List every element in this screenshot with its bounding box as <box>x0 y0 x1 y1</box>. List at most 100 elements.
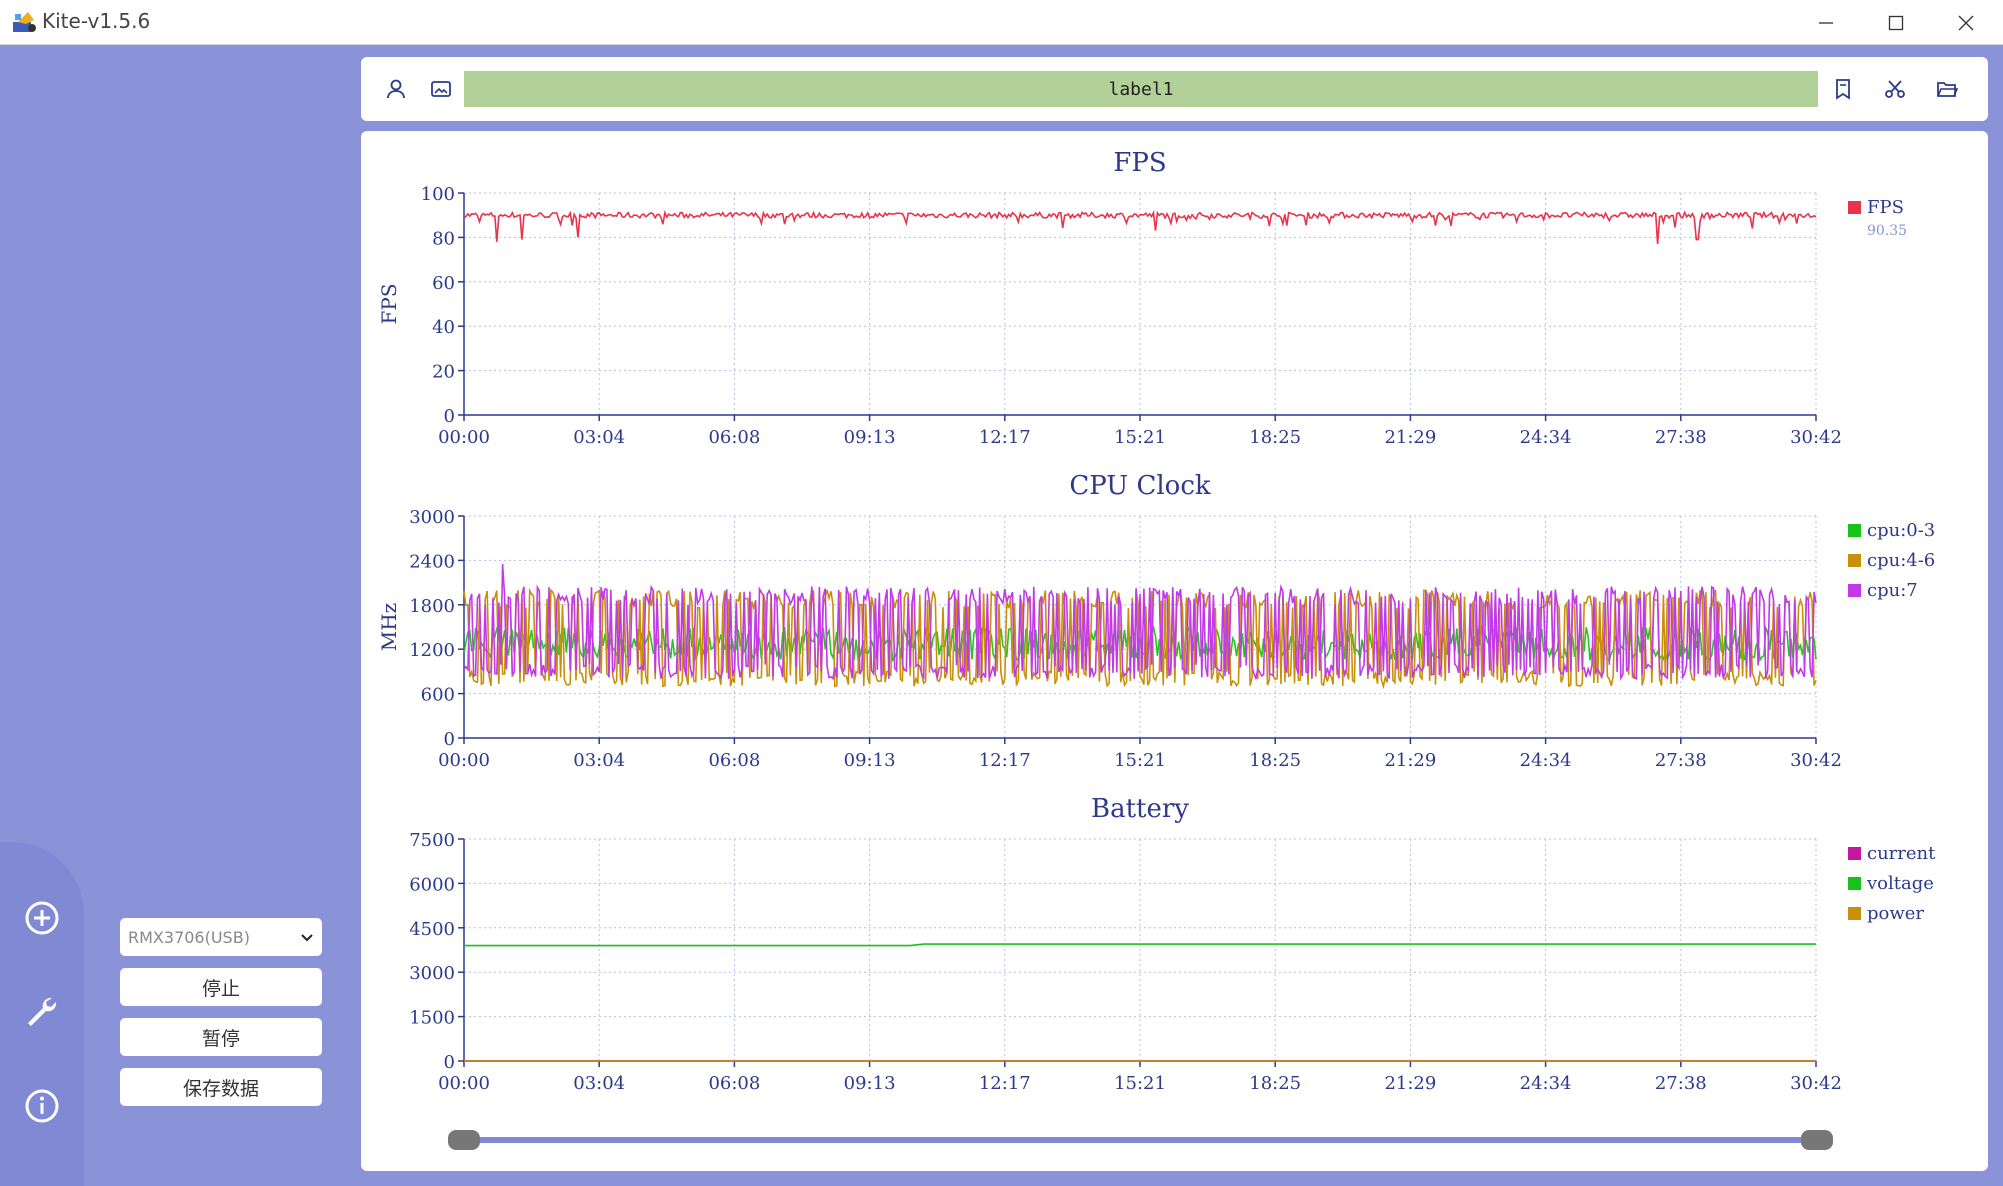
chart-panel: FPS FPS 0 20 40 60 80 100 00:00 03:04 06:08 09:13 12… <box>361 131 1988 1171</box>
legend-label: current <box>1867 843 1936 864</box>
y-tick-label: 20 <box>432 362 455 383</box>
x-tick-label: 15:21 <box>1114 750 1166 771</box>
chevron-down-icon <box>301 934 313 942</box>
label-field[interactable]: label1 <box>464 71 1818 107</box>
minimize-icon <box>1819 22 1833 24</box>
x-tick-label: 12:17 <box>979 750 1031 771</box>
x-tick-label: 15:21 <box>1114 427 1166 448</box>
title-bar: Kite-v1.5.6 <box>0 0 2003 45</box>
device-select[interactable]: RMX3706(USB) <box>120 918 322 956</box>
legend-swatch <box>1848 847 1861 860</box>
x-tick-label: 24:34 <box>1520 1073 1572 1094</box>
nav-rail <box>0 842 84 1186</box>
info-icon <box>25 1089 59 1123</box>
x-tick-label: 03:04 <box>573 1073 625 1094</box>
x-tick-label: 09:13 <box>844 427 896 448</box>
x-tick-label: 27:38 <box>1655 427 1707 448</box>
legend-label: FPS <box>1867 197 1904 218</box>
x-tick-label: 21:29 <box>1384 427 1436 448</box>
battery-chart: Battery 0 1500 3000 4500 6000 7500 00:00 03:04 06… <box>409 794 1936 1094</box>
y-tick-label: 60 <box>432 273 455 294</box>
slider-end-handle[interactable] <box>1801 1130 1833 1150</box>
add-button[interactable] <box>20 896 64 940</box>
scissors-icon <box>1885 80 1905 98</box>
y-tick-label: 1500 <box>409 1008 455 1029</box>
window-title: Kite-v1.5.6 <box>42 9 151 33</box>
chart-title: FPS <box>1113 148 1166 178</box>
slider-start-handle[interactable] <box>448 1130 480 1150</box>
y-tick-label: 7500 <box>409 830 455 851</box>
y-tick-label: 80 <box>432 228 455 249</box>
user-icon <box>387 79 405 99</box>
x-tick-label: 00:00 <box>438 427 490 448</box>
user-button[interactable] <box>382 75 410 103</box>
save-data-button[interactable]: 保存数据 <box>120 1068 322 1106</box>
series-line-FPS <box>463 209 1817 245</box>
time-range-slider[interactable] <box>448 1130 1833 1150</box>
image-icon <box>431 81 451 97</box>
bookmark-icon <box>1836 79 1850 100</box>
y-tick-label: 2400 <box>409 551 455 572</box>
x-tick-label: 06:08 <box>708 1073 760 1094</box>
y-tick-label: 0 <box>444 1052 455 1073</box>
legend-current-value: 90.35 <box>1867 223 1907 239</box>
legend-swatch <box>1848 907 1861 920</box>
info-button[interactable] <box>20 1084 64 1128</box>
legend-label: cpu:4-6 <box>1867 550 1935 571</box>
y-tick-label: 6000 <box>409 874 455 895</box>
x-tick-label: 24:34 <box>1520 427 1572 448</box>
x-tick-label: 18:25 <box>1249 427 1301 448</box>
y-tick-label: 4500 <box>409 919 455 940</box>
y-tick-label: 1200 <box>409 640 455 661</box>
x-tick-label: 00:00 <box>438 1073 490 1094</box>
close-button[interactable] <box>1946 8 1986 38</box>
x-tick-label: 12:17 <box>979 1073 1031 1094</box>
maximize-button[interactable] <box>1876 8 1916 38</box>
x-tick-label: 09:13 <box>844 1073 896 1094</box>
close-icon <box>1958 15 1974 31</box>
device-select-value: RMX3706(USB) <box>128 927 250 947</box>
cpu-clock-chart: CPU Clock MHz 0 600 1200 1800 2400 3000 00:00 03:… <box>377 471 1935 771</box>
x-tick-label: 15:21 <box>1114 1073 1166 1094</box>
minimize-button[interactable] <box>1806 8 1846 38</box>
x-tick-label: 03:04 <box>573 750 625 771</box>
bookmark-button[interactable] <box>1829 75 1857 103</box>
cut-button[interactable] <box>1881 75 1909 103</box>
y-axis-label: MHz <box>377 603 401 651</box>
y-tick-label: 3000 <box>409 507 455 528</box>
maximize-icon <box>1888 15 1904 31</box>
legend-swatch <box>1848 524 1861 537</box>
x-tick-label: 21:29 <box>1384 1073 1436 1094</box>
tools-button[interactable] <box>20 990 64 1034</box>
x-tick-label: 00:00 <box>438 750 490 771</box>
fps-chart: FPS FPS 0 20 40 60 80 100 00:00 03:04 06:08 09:13 12… <box>377 148 1907 448</box>
x-tick-label: 06:08 <box>708 427 760 448</box>
y-tick-label: 600 <box>421 685 455 706</box>
legend-label: cpu:7 <box>1867 580 1918 601</box>
folder-open-icon <box>1937 82 1958 97</box>
x-tick-label: 18:25 <box>1249 1073 1301 1094</box>
series-line-voltage <box>464 943 1816 947</box>
x-tick-label: 27:38 <box>1655 750 1707 771</box>
legend-label: voltage <box>1866 873 1934 894</box>
wrench-icon <box>28 997 57 1026</box>
open-folder-button[interactable] <box>1933 75 1961 103</box>
x-tick-label: 30:42 <box>1790 427 1842 448</box>
screenshot-button[interactable] <box>427 75 455 103</box>
y-tick-label: 1800 <box>409 596 455 617</box>
legend-label: power <box>1867 903 1924 924</box>
legend-swatch <box>1848 584 1861 597</box>
y-tick-label: 0 <box>444 406 455 427</box>
pause-button[interactable]: 暂停 <box>120 1018 322 1056</box>
y-axis-label: FPS <box>377 283 401 324</box>
x-tick-label: 18:25 <box>1249 750 1301 771</box>
y-tick-label: 0 <box>444 729 455 750</box>
x-tick-label: 27:38 <box>1655 1073 1707 1094</box>
kite-app-icon <box>13 12 36 32</box>
series-line-cpu-7 <box>463 564 1817 682</box>
y-tick-label: 3000 <box>409 963 455 984</box>
stop-button[interactable]: 停止 <box>120 968 322 1006</box>
chart-title: Battery <box>1091 794 1189 824</box>
x-tick-label: 09:13 <box>844 750 896 771</box>
add-circle-icon <box>25 901 59 935</box>
